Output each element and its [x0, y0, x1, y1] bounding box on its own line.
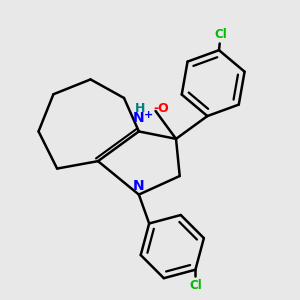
- Text: -O: -O: [154, 102, 169, 115]
- Text: H: H: [135, 102, 145, 115]
- Text: Cl: Cl: [189, 279, 202, 292]
- Text: +: +: [143, 110, 153, 119]
- Text: Cl: Cl: [214, 28, 227, 41]
- Text: N: N: [133, 179, 145, 193]
- Text: N: N: [132, 111, 144, 125]
